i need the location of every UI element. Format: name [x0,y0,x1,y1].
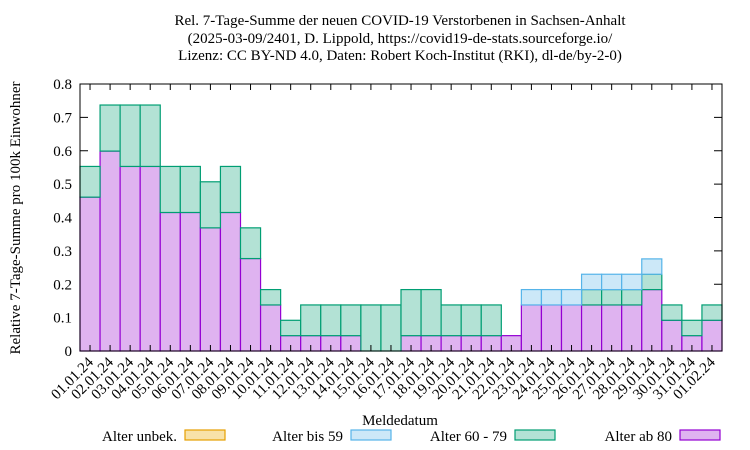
bar-segment [199,181,222,229]
bar-segment [360,304,382,352]
bar-segment [641,288,663,352]
bar-segment [79,165,101,198]
legend-label: Alter bis 59 [272,429,343,445]
y-tick-label: 0.2 [53,277,72,293]
bar-segment [179,165,201,214]
legend-swatch [679,429,721,441]
legend-swatch [350,429,392,441]
bar-segment [641,273,663,291]
bar-segment [560,304,583,352]
bar-segment [159,165,181,214]
bar-segment [440,304,462,337]
bar-segment [400,288,422,337]
bar-segment [560,288,583,306]
bar-segment [320,304,342,337]
bar-segment [661,304,683,321]
chart-subtitle: Lizenz: CC BY-ND 4.0, Daten: Robert Koch… [178,48,622,64]
bar-segment [540,304,563,352]
legend-label: Alter unbek. [102,429,177,445]
bar-segment [99,150,121,352]
legend-label: Alter 60 - 79 [430,429,507,445]
y-tick-label: 0.7 [53,110,72,126]
bar-segment [219,211,242,352]
bar-segment [199,227,222,352]
legend-swatch [184,429,226,441]
bar-segment [99,104,121,152]
bar-segment [540,288,563,306]
y-tick-label: 0.5 [53,177,72,193]
bar-segment [259,288,282,306]
bar-segment [179,211,201,352]
bar-segment [119,104,141,168]
legend-swatch [514,429,556,441]
bar-segment [601,288,623,306]
bar-segment [280,319,302,337]
bar-segment [580,304,603,352]
bar-segment [139,104,161,168]
y-tick-label: 0.8 [53,77,72,93]
bar-segment [139,165,161,352]
bar-segment [641,258,663,275]
bar-segment [380,304,402,352]
y-axis-label: Relative 7-Tage-Summe pro 100k Einwohner [8,81,24,354]
bar-segment [420,288,442,337]
chart-title: Rel. 7-Tage-Summe der neuen COVID-19 Ver… [174,13,626,29]
x-axis-label: Meldedatum [362,413,438,429]
bar-segment [621,304,643,352]
bar-segment [159,211,181,352]
chart-subtitle: (2025-03-09/2401, D. Lippold, https://co… [188,31,613,47]
bar-segment [621,273,643,291]
plot-frame [79,83,723,352]
bar-segment [340,304,362,337]
bar-segment [621,288,643,306]
bar-segment [601,273,623,291]
bar-segment [460,304,482,337]
y-tick-label: 0.1 [53,311,72,327]
bar-segment [239,227,262,260]
bar-segment [681,319,703,337]
y-tick-label: 0.4 [53,211,72,227]
bar-segment [520,288,543,306]
y-tick-label: 0.3 [53,244,72,260]
bar-segment [300,304,322,337]
bar-segment [239,257,262,352]
y-tick-label: 0.6 [53,144,72,160]
y-tick-label: 0 [65,344,73,360]
bar-segment [580,273,603,291]
bar-segment [79,196,101,352]
legend-label: Alter ab 80 [605,429,672,445]
bar-segment [480,304,502,337]
bar-segment [259,304,282,352]
bar-segment [520,304,543,352]
bar-segment [601,304,623,352]
bar-segment [701,304,723,321]
bar-segment [119,165,141,352]
bar-segment [219,165,242,214]
bar-segment [580,288,603,306]
